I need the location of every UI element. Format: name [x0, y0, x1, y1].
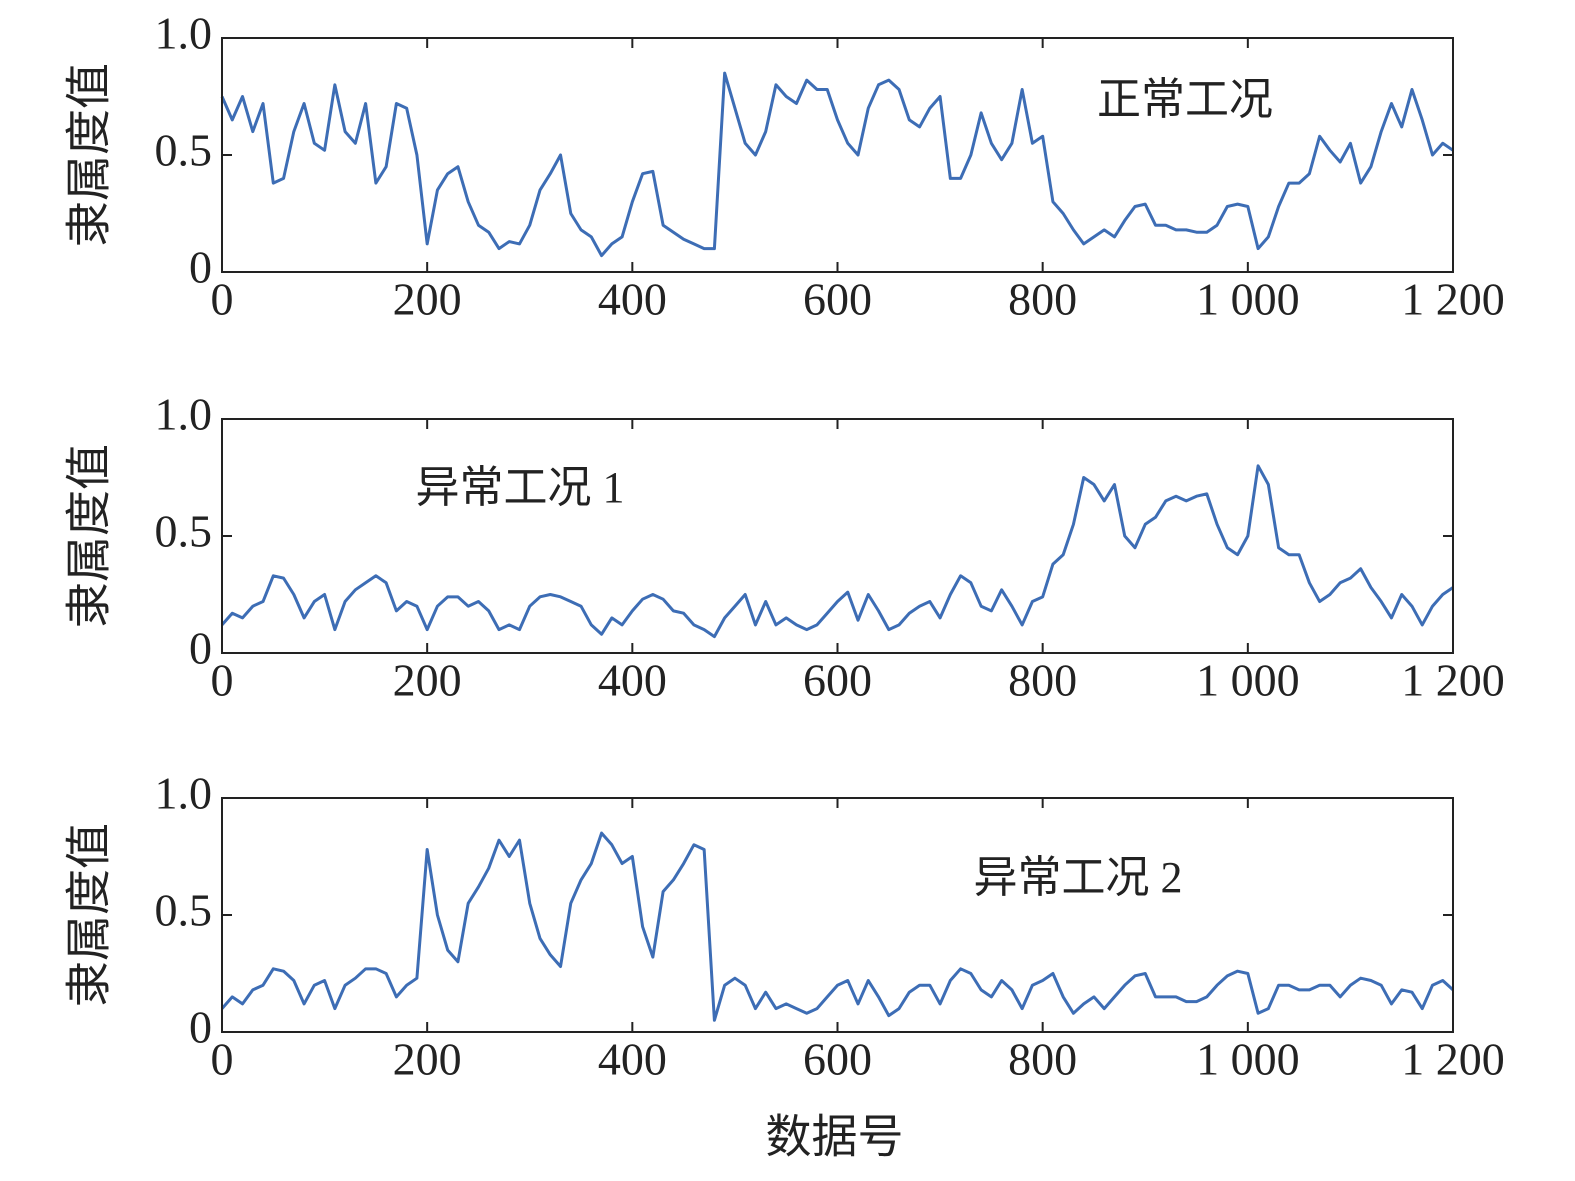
x-tick-label: 200 — [393, 1034, 462, 1085]
annotation: 正常工况 — [1097, 75, 1273, 124]
y-tick-label: 0 — [189, 623, 212, 674]
x-tick-label: 200 — [393, 655, 462, 706]
y-tick-label: 1.0 — [155, 389, 213, 440]
x-tick-label: 200 — [393, 274, 462, 325]
x-tick-label: 800 — [1008, 655, 1077, 706]
y-axis-label: 隶属度值 — [62, 444, 116, 628]
x-tick-label: 400 — [598, 1034, 667, 1085]
data-line — [220, 464, 1454, 639]
x-tick-label: 1 200 — [1401, 1034, 1505, 1085]
y-tick-label: 0.5 — [155, 885, 213, 936]
x-tick-label: 1 200 — [1401, 655, 1505, 706]
y-tick-label: 1.0 — [155, 768, 213, 819]
x-tick-label: 1 200 — [1401, 274, 1505, 325]
x-tick-label: 400 — [598, 655, 667, 706]
x-tick-label: 600 — [803, 274, 872, 325]
data-line — [220, 71, 1454, 258]
annotation: 异常工况 2 — [974, 853, 1183, 902]
y-tick-label: 0.5 — [155, 506, 213, 557]
x-tick-label: 600 — [803, 1034, 872, 1085]
x-tick-label: 0 — [211, 1034, 234, 1085]
y-tick-label: 0.5 — [155, 125, 213, 176]
x-tick-label: 400 — [598, 274, 667, 325]
x-axis-label: 数据号 — [766, 1110, 904, 1164]
data-line — [220, 831, 1455, 1022]
annotation: 异常工况 1 — [416, 463, 625, 512]
y-tick-label: 0 — [189, 1002, 212, 1053]
y-tick-label: 1.0 — [155, 8, 213, 59]
plot-frame — [221, 418, 1454, 654]
x-tick-label: 600 — [803, 655, 872, 706]
x-tick-label: 0 — [211, 274, 234, 325]
x-tick-label: 1 000 — [1196, 274, 1300, 325]
y-axis-label: 隶属度值 — [62, 823, 116, 1007]
x-tick-label: 1 000 — [1196, 655, 1300, 706]
x-tick-label: 800 — [1008, 1034, 1077, 1085]
y-tick-label: 0 — [189, 242, 212, 293]
x-tick-label: 0 — [211, 655, 234, 706]
plot-frame — [221, 797, 1454, 1033]
x-tick-label: 800 — [1008, 274, 1077, 325]
x-tick-label: 1 000 — [1196, 1034, 1300, 1085]
y-axis-label: 隶属度值 — [62, 63, 116, 247]
